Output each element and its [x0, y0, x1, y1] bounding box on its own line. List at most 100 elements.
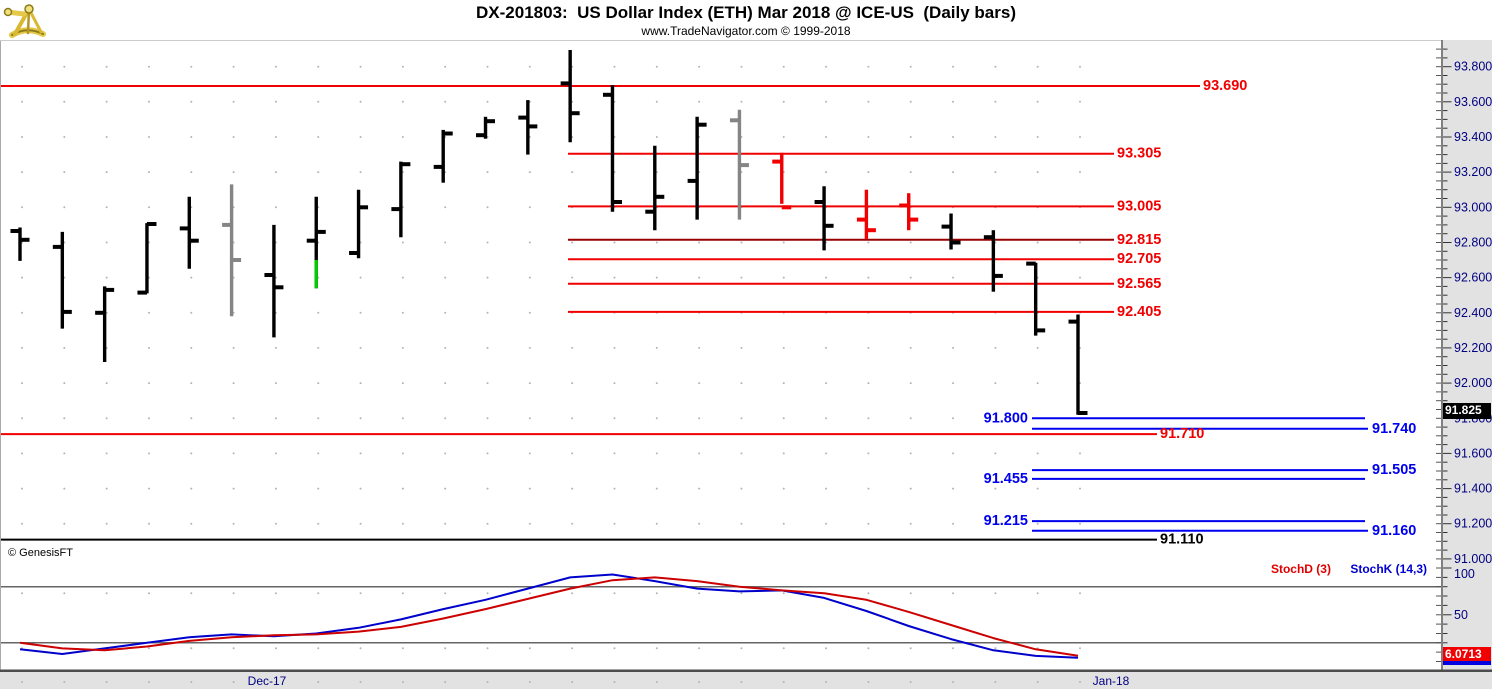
grid-dot: [655, 100, 658, 103]
price-axis-label[interactable]: 93.800: [1454, 60, 1492, 74]
grid-dot: [1036, 136, 1039, 138]
grid-dot: [1036, 592, 1039, 595]
grid-dot: [401, 65, 404, 68]
price-axis-label[interactable]: 93.600: [1454, 95, 1492, 109]
grid-dot: [274, 647, 277, 650]
legend-stochk[interactable]: StochK (14,3): [1350, 562, 1427, 576]
grid-dot: [782, 276, 785, 279]
grid-dot: [401, 346, 404, 349]
grid-dot: [444, 647, 447, 650]
grid-dot: [147, 346, 150, 349]
legend-stochd[interactable]: StochD (3): [1270, 562, 1331, 576]
grid-dot: [21, 487, 23, 490]
grid-dot: [486, 522, 489, 525]
grid-dot: [825, 452, 828, 455]
price-axis-label[interactable]: 92.000: [1454, 376, 1492, 390]
price-axis-label[interactable]: 91.200: [1454, 517, 1492, 531]
price-level-label-91.455[interactable]: 91.455: [984, 471, 1028, 487]
grid-dot: [867, 171, 870, 174]
grid-dot: [190, 311, 193, 314]
grid-dot: [359, 592, 362, 595]
price-level-label-91.505[interactable]: 91.505: [1372, 462, 1416, 478]
stoch-axis-label[interactable]: 100: [1454, 567, 1475, 581]
grid-dot: [232, 681, 235, 683]
grid-dot: [105, 522, 108, 525]
grid-dot: [317, 592, 320, 595]
grid-dot: [1079, 241, 1081, 244]
grid-dot: [528, 241, 531, 244]
price-level-label-91.160[interactable]: 91.160: [1372, 523, 1416, 539]
time-axis-strip[interactable]: [0, 672, 1492, 689]
grid-dot: [613, 346, 616, 349]
grid-dot: [909, 100, 912, 103]
price-level-label-91.710[interactable]: 91.710: [1160, 426, 1204, 442]
price-level-label-92.565[interactable]: 92.565: [1117, 276, 1161, 292]
grid-dot: [232, 346, 235, 349]
grid-dot: [444, 487, 447, 490]
grid-dot: [190, 100, 193, 103]
grid-dot: [952, 592, 955, 595]
price-axis-label[interactable]: 93.000: [1454, 200, 1492, 214]
grid-dot: [655, 65, 658, 68]
stoch-axis-label[interactable]: 50: [1454, 608, 1468, 622]
grid-dot: [147, 382, 150, 385]
price-level-label-93.690[interactable]: 93.690: [1203, 78, 1247, 94]
grid-dot: [359, 522, 362, 525]
grid-dot: [782, 522, 785, 525]
grid-dot: [698, 681, 701, 683]
grid-dot: [444, 452, 447, 455]
price-level-label-93.005[interactable]: 93.005: [1117, 198, 1161, 214]
grid-dot: [105, 276, 108, 279]
grid-dot: [655, 417, 658, 420]
grid-dot: [1079, 276, 1081, 279]
panel-frame: [0, 40, 1492, 673]
grid-dot: [740, 487, 743, 490]
grid-dot: [486, 276, 489, 279]
grid-dot: [740, 417, 743, 420]
price-axis-label[interactable]: 91.000: [1454, 552, 1492, 566]
grid-dot: [401, 681, 404, 683]
grid-dot: [994, 100, 997, 103]
price-level-label-91.740[interactable]: 91.740: [1372, 421, 1416, 437]
grid-dot: [867, 681, 870, 683]
grid-dot: [909, 346, 912, 349]
grid-dot: [740, 382, 743, 385]
grid-dot: [317, 417, 320, 420]
tradenavigator-logo: [3, 4, 46, 38]
grid-dot: [698, 346, 701, 349]
grid-dot: [105, 65, 108, 68]
price-level-label-92.405[interactable]: 92.405: [1117, 304, 1161, 320]
price-axis-label[interactable]: 93.400: [1454, 130, 1492, 144]
grid-dot: [528, 382, 531, 385]
grid-dot: [147, 647, 150, 650]
grid-dot: [698, 522, 701, 525]
price-axis[interactable]: 93.800 93.600 93.400 93.200 93.000 92.800 92.6…: [1436, 48, 1492, 662]
grid-dot: [782, 417, 785, 420]
price-level-label-92.815[interactable]: 92.815: [1117, 232, 1161, 248]
grid-dot: [1036, 171, 1039, 174]
price-axis-label[interactable]: 92.200: [1454, 341, 1492, 355]
grid-dot: [1079, 452, 1081, 455]
price-axis-label[interactable]: 91.600: [1454, 446, 1492, 460]
price-level-label-91.110[interactable]: 91.110: [1160, 532, 1204, 548]
grid-dot: [528, 171, 531, 174]
price-axis-label[interactable]: 92.600: [1454, 271, 1492, 285]
grid-dot: [147, 311, 150, 314]
grid-dot: [190, 171, 193, 174]
price-axis-label[interactable]: 92.400: [1454, 306, 1492, 320]
price-axis-label[interactable]: 93.200: [1454, 165, 1492, 179]
grid-dot: [740, 592, 743, 595]
price-axis-strip[interactable]: [1443, 40, 1492, 672]
price-axis-label[interactable]: 91.400: [1454, 482, 1492, 496]
price-level-label-93.305[interactable]: 93.305: [1117, 146, 1161, 162]
grid-dot: [444, 592, 447, 595]
price-level-label-92.705[interactable]: 92.705: [1117, 251, 1161, 267]
ohlc-bar-7: [264, 224, 284, 338]
price-axis-label[interactable]: 92.800: [1454, 236, 1492, 250]
grid-dot: [994, 171, 997, 174]
grid-dot: [825, 382, 828, 385]
price-level-label-91.800[interactable]: 91.800: [984, 410, 1028, 426]
grid-dot: [528, 452, 531, 455]
price-level-label-91.215[interactable]: 91.215: [984, 513, 1028, 529]
